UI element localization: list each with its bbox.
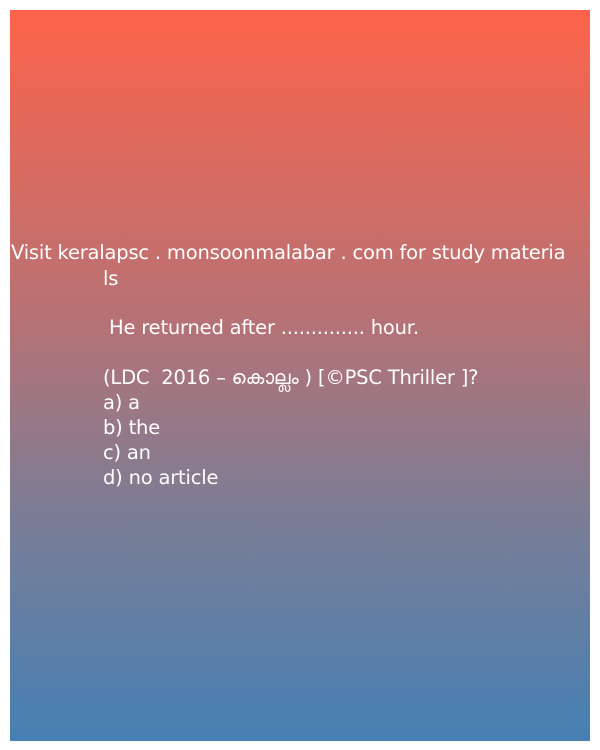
option-b[interactable]: b) the [103, 416, 160, 439]
quiz-card: Visit keralapsc . monsoonmalabar . com f… [10, 10, 590, 741]
promo-line-1: Visit keralapsc . monsoonmalabar . com f… [11, 241, 566, 264]
option-a[interactable]: a) a [103, 391, 140, 414]
option-d[interactable]: d) no article [103, 466, 219, 489]
promo-line-2: ls [103, 267, 119, 290]
question-source: (LDC 2016 – കൊല്ലം ) [©PSC Thriller ]? [103, 366, 479, 389]
question-text: He returned after .............. hour. [103, 316, 419, 339]
option-c[interactable]: c) an [103, 441, 151, 464]
